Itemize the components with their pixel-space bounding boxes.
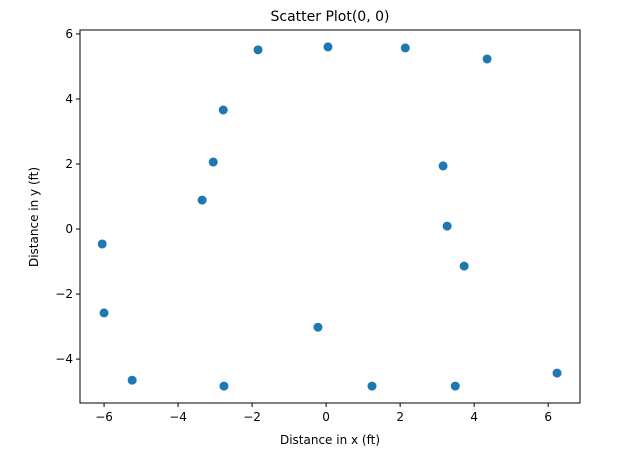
- scatter-point: [218, 105, 228, 115]
- y-tick-label: 2: [65, 157, 73, 171]
- plot-frame: [79, 29, 581, 404]
- scatter-point: [97, 239, 107, 249]
- scatter-point: [127, 375, 137, 385]
- scatter-point: [482, 54, 492, 64]
- y-tick-label: 0: [65, 222, 73, 236]
- scatter-point: [197, 195, 207, 205]
- chart-title: Scatter Plot(0, 0): [271, 9, 390, 25]
- scatter-point: [208, 157, 218, 167]
- x-tick-label: −4: [169, 410, 187, 424]
- x-tick-label: 0: [322, 410, 330, 424]
- scatter-point: [459, 261, 469, 271]
- x-tick-label: −6: [95, 410, 113, 424]
- scatter-point: [450, 381, 460, 391]
- scatter-point: [438, 161, 448, 171]
- y-tick-label: −2: [55, 287, 73, 301]
- scatter-point: [253, 45, 263, 55]
- x-axis-label: Distance in x (ft): [280, 433, 380, 447]
- scatter-point: [313, 322, 323, 332]
- scatter-point: [367, 381, 377, 391]
- y-tick-label: −4: [55, 352, 73, 366]
- scatter-point: [442, 221, 452, 231]
- scatter-point: [552, 368, 562, 378]
- x-tick-label: −2: [243, 410, 261, 424]
- y-tick-label: 4: [65, 92, 73, 106]
- scatter-point: [99, 308, 109, 318]
- scatter-point: [400, 43, 410, 53]
- x-tick-label: 2: [396, 410, 404, 424]
- scatter-point: [323, 42, 333, 52]
- y-tick-label: 6: [65, 27, 73, 41]
- x-tick-label: 6: [544, 410, 552, 424]
- x-tick-label: 4: [470, 410, 478, 424]
- y-axis-label: Distance in y (ft): [27, 167, 41, 267]
- scatter-point: [219, 381, 229, 391]
